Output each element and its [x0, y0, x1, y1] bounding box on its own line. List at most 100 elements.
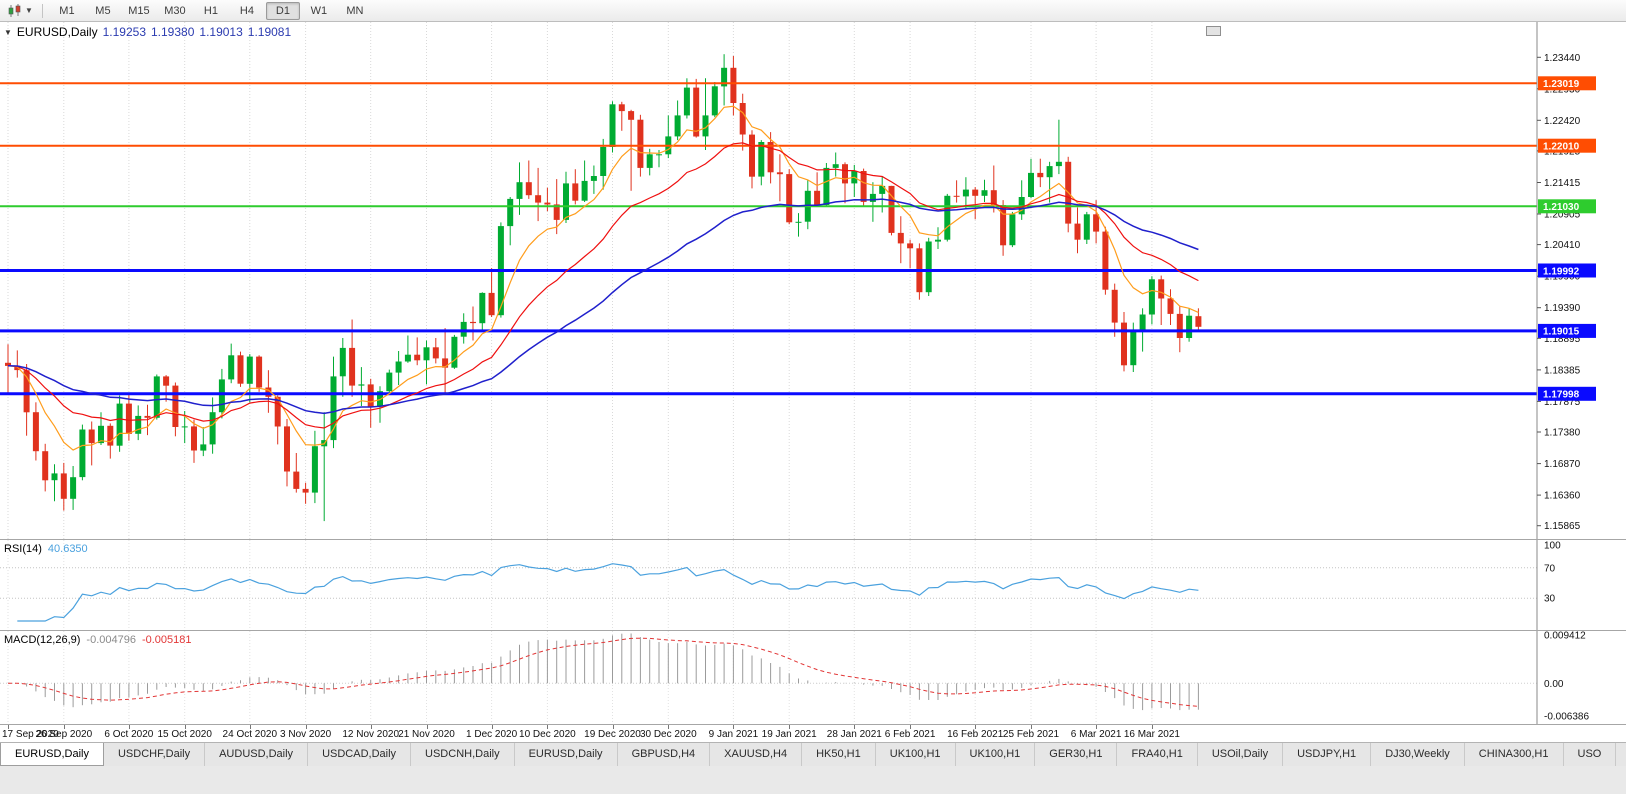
time-axis-tick	[63, 725, 65, 729]
time-axis-tick	[305, 725, 307, 729]
time-axis-tick	[1096, 725, 1098, 729]
time-axis-label: 24 Oct 2020	[222, 729, 278, 740]
time-axis-label: 6 Feb 2021	[884, 729, 936, 740]
time-axis-label: 1 Dec 2020	[466, 729, 518, 740]
time-axis-tick	[249, 725, 251, 729]
time-axis-tick	[128, 725, 130, 729]
top-toolbar: ▼ M1 M5 M15 M30 H1 H4 D1 W1 MN	[0, 0, 1626, 22]
time-axis-tick	[668, 725, 670, 729]
macd-signal-value: -0.005181	[141, 634, 192, 646]
time-axis-label: 12 Nov 2020	[342, 729, 400, 740]
chart-tab-ger30-h1-11[interactable]: GER30,H1	[1035, 743, 1118, 766]
svg-text:70: 70	[1544, 563, 1556, 574]
macd-label: MACD(12,26,9) -0.004796 -0.005181	[4, 634, 192, 646]
time-axis-tick	[1151, 725, 1153, 729]
time-axis-label: 21 Nov 2020	[398, 729, 455, 740]
time-axis-label: 28 Jan 2021	[826, 729, 882, 740]
svg-text:1.20905: 1.20905	[1544, 210, 1581, 221]
time-axis-label: 16 Feb 2021	[947, 729, 1004, 740]
chevron-down-icon: ▼	[25, 5, 33, 15]
chart-shift-marker[interactable]	[1206, 26, 1221, 36]
chart-tab-usdchf-daily-1[interactable]: USDCHF,Daily	[104, 743, 206, 766]
macd-name: MACD(12,26,9)	[4, 634, 81, 646]
svg-text:100: 100	[1544, 541, 1561, 552]
price-chart-pane[interactable]: 1.234401.229301.224201.219251.214151.209…	[0, 22, 1626, 539]
chart-tab-hk50-h1-8[interactable]: HK50,H1	[802, 743, 876, 766]
svg-text:-0.006386: -0.006386	[1544, 712, 1589, 723]
chart-title: ▼ EURUSD,Daily 1.19253 1.19380 1.19013 1…	[4, 25, 291, 39]
rsi-label: RSI(14) 40.6350	[4, 543, 88, 555]
chart-high-value: 1.19380	[151, 25, 195, 39]
time-axis-tick	[491, 725, 493, 729]
timeframe-button-m30[interactable]: M30	[164, 4, 186, 17]
time-axis-label: 10 Dec 2020	[519, 729, 576, 740]
chart-tab-usdcnh-daily-4[interactable]: USDCNH,Daily	[411, 743, 515, 766]
svg-text:1.15865: 1.15865	[1544, 521, 1581, 532]
chart-tab-eurusd-daily-5[interactable]: EURUSD,Daily	[515, 743, 618, 766]
svg-text:1.21030: 1.21030	[1543, 202, 1580, 213]
chart-tab-fra40-h1-12[interactable]: FRA40,H1	[1117, 743, 1198, 766]
timeframe-button-h4[interactable]: H4	[239, 4, 254, 17]
chart-symbol-label: EURUSD,Daily	[16, 25, 98, 39]
svg-text:1.16870: 1.16870	[1544, 459, 1581, 470]
svg-text:1.23440: 1.23440	[1544, 53, 1581, 64]
time-axis-tick	[975, 725, 977, 729]
chart-tab-uso-17[interactable]: USO	[1564, 743, 1617, 766]
chart-tab-dj30-weekly-15[interactable]: DJ30,Weekly	[1371, 743, 1465, 766]
time-axis-tick	[789, 725, 791, 729]
svg-text:1.23019: 1.23019	[1543, 79, 1580, 90]
pane-divider[interactable]	[0, 539, 1626, 540]
chart-tab-usoil-daily-13[interactable]: USOil,Daily	[1198, 743, 1284, 766]
time-axis-tick	[612, 725, 614, 729]
time-axis-label: 25 Feb 2021	[1002, 729, 1060, 740]
svg-text:1.17875: 1.17875	[1544, 397, 1581, 408]
timeframe-button-m15[interactable]: M15	[128, 4, 150, 17]
candlestick-chart-icon	[8, 3, 21, 17]
pane-divider[interactable]	[0, 630, 1626, 631]
time-axis-label: 26 Sep 2020	[35, 729, 93, 740]
rsi-indicator-pane[interactable]: 100 70 30	[0, 540, 1626, 630]
chart-tab-eurusd-daily-0[interactable]: EURUSD,Daily	[0, 743, 104, 766]
svg-text:1.16360: 1.16360	[1544, 491, 1581, 502]
timeframe-button-w1[interactable]: W1	[310, 4, 328, 17]
pane-divider	[0, 724, 1626, 725]
svg-text:1.22420: 1.22420	[1544, 116, 1581, 127]
timeframe-button-d1[interactable]: D1	[265, 1, 300, 20]
timeframe-buttons: M1 M5 M15 M30 H1 H4 D1 W1 MN	[49, 1, 373, 20]
time-axis-label: 17 Sep 2020	[2, 729, 59, 740]
chart-tab-china300-h1-16[interactable]: CHINA300,H1	[1465, 743, 1564, 766]
chart-window: 1.234401.229301.224201.219251.214151.209…	[0, 21, 1626, 743]
time-axis-tick	[854, 725, 856, 729]
rsi-value: 40.6350	[47, 543, 88, 555]
chart-type-button[interactable]: ▼	[4, 2, 36, 20]
svg-text:1.18385: 1.18385	[1544, 365, 1581, 376]
chart-tab-gbpusd-h4-6[interactable]: GBPUSD,H4	[618, 743, 711, 766]
time-axis-label: 19 Jan 2021	[761, 729, 817, 740]
time-axis-tick	[370, 725, 372, 729]
chart-low-value: 1.19013	[199, 25, 243, 39]
time-axis[interactable]: 17 Sep 2020 26 Sep 2020 6 Oct 2020 15 Oct 2…	[0, 725, 1626, 743]
timeframe-button-m5[interactable]: M5	[95, 4, 111, 17]
time-axis-tick	[1031, 725, 1032, 729]
chart-tab-audusd-daily-2[interactable]: AUDUSD,Daily	[205, 743, 309, 766]
svg-text:1.19390: 1.19390	[1544, 303, 1581, 314]
svg-text:1.21415: 1.21415	[1544, 178, 1581, 189]
time-axis-label: 9 Jan 2021	[708, 729, 759, 740]
timeframe-button-mn[interactable]: MN	[346, 4, 364, 17]
time-axis-label: 15 Oct 2020	[157, 729, 212, 740]
time-axis-tick	[910, 725, 912, 729]
macd-indicator-pane[interactable]: 0.009412 0.00 -0.006386	[0, 631, 1626, 724]
time-axis-tick	[547, 725, 549, 729]
timeframe-button-m1[interactable]: M1	[59, 4, 75, 17]
chart-tab-uk100-h1-9[interactable]: UK100,H1	[876, 743, 956, 766]
chart-tab-usdjpy-h1-14[interactable]: USDJPY,H1	[1283, 743, 1372, 766]
rsi-name: RSI(14)	[4, 543, 42, 555]
chart-tab-uk100-h1-10[interactable]: UK100,H1	[956, 743, 1036, 766]
chart-tab-usdcad-daily-3[interactable]: USDCAD,Daily	[308, 743, 412, 766]
status-bar	[0, 766, 1626, 794]
svg-text:1.22010: 1.22010	[1543, 142, 1580, 153]
macd-main-value: -0.004796	[86, 634, 136, 646]
chart-tab-xauusd-h4-7[interactable]: XAUUSD,H4	[710, 743, 803, 766]
chart-menu-icon[interactable]: ▼	[4, 27, 12, 37]
timeframe-button-h1[interactable]: H1	[203, 4, 218, 17]
